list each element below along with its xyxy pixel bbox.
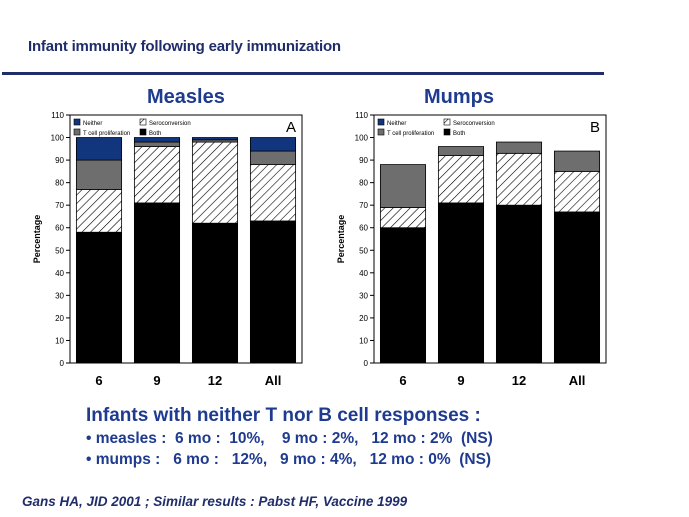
legend-swatch-both [443,128,451,136]
bar-segment-neither-6 [75,137,123,161]
bar-segment-both-6 [379,227,427,364]
bar-segment-both-12 [191,222,239,364]
bar-segment-seroconversion-12 [191,141,239,224]
legend-swatch-both [139,128,147,136]
y-tick-label: 50 [55,246,64,255]
bar-segment-seroconversion-12 [495,152,543,206]
panel-label: A [286,119,296,136]
bar-segment-t-cell-proliferation-12 [495,141,543,154]
x-tick-label: 9 [457,373,464,388]
bar-segment-neither-12 [191,137,239,141]
legend-label-both: Both [453,131,465,137]
bar-segment-both-all [553,211,601,364]
bar-segment-both-all [249,220,297,364]
x-tick-label: 12 [512,373,526,388]
legend-label-neither: Neither [83,121,102,127]
legend-label-t-cell-proliferation: T cell proliferation [83,131,130,137]
y-axis-label: Percentage [336,215,346,264]
bar-segment-seroconversion-9 [437,155,485,204]
bar-segment-t-cell-proliferation-6 [379,164,427,208]
bar-segment-seroconversion-6 [75,189,123,233]
y-tick-label: 100 [355,134,369,143]
y-tick-label: 110 [51,111,64,120]
title-underline [2,72,604,75]
summary-line-mumps: • mumps : 6 mo : 12%, 9 mo : 4%, 12 mo :… [86,451,492,468]
legend-label-neither: Neither [387,121,406,127]
panel-label: B [590,119,600,136]
y-tick-label: 30 [359,291,368,300]
x-tick-label: All [569,373,586,388]
bar-segment-t-cell-proliferation-all [553,150,601,172]
bar-segment-t-cell-proliferation-9 [437,146,485,156]
y-tick-label: 80 [55,179,64,188]
slide-title: Infant immunity following early immuniza… [28,38,341,55]
mumps-bar-chart: 0 10 20 30 40 50 60 70 80 90 100 110 Percentage B Neit… [336,111,607,388]
bar-segment-t-cell-proliferation-6 [75,159,123,190]
measles-chart-heading: Measles [147,86,225,108]
legend-swatch-neither [73,118,81,126]
summary-block: Infants with neither T nor B cell respon… [86,404,493,470]
mumps-chart-heading: Mumps [424,86,494,108]
y-tick-label: 70 [359,201,368,210]
x-tick-label: 6 [95,373,102,388]
y-tick-label: 90 [55,156,64,165]
legend-label-seroconversion: Seroconversion [149,121,191,127]
legend-label-t-cell-proliferation: T cell proliferation [387,131,434,137]
measles-bar-chart: 0 10 20 30 40 50 60 70 80 90 100 110 Percentage A Neit… [32,111,303,388]
y-tick-label: 40 [55,269,64,278]
bar-segment-seroconversion-all [553,170,601,213]
y-tick-label: 60 [359,224,368,233]
legend-swatch-t-cell-proliferation [73,128,81,136]
y-tick-label: 10 [55,336,64,345]
bar-segment-both-6 [75,231,123,364]
y-tick-label: 30 [55,291,64,300]
bar-segment-both-9 [437,202,485,364]
legend-label-seroconversion: Seroconversion [453,121,495,127]
y-tick-label: 20 [55,314,64,323]
citation: Gans HA, JID 2001 ; Similar results : Pa… [22,494,408,509]
legend-swatch-neither [377,118,385,126]
y-tick-label: 100 [51,134,65,143]
y-tick-label: 110 [355,111,368,120]
bar-segment-seroconversion-6 [379,207,427,229]
y-tick-label: 50 [359,246,368,255]
summary-heading: Infants with neither T nor B cell respon… [86,405,481,426]
summary-line-measles: • measles : 6 mo : 10%, 9 mo : 2%, 12 mo… [86,430,493,447]
bar-segment-seroconversion-9 [133,146,181,204]
bar-segment-t-cell-proliferation-9 [133,141,181,147]
legend-label-both: Both [149,131,161,137]
y-tick-label: 90 [359,156,368,165]
y-tick-label: 0 [60,359,65,368]
y-tick-label: 70 [55,201,64,210]
y-tick-label: 0 [364,359,369,368]
legend-swatch-t-cell-proliferation [377,128,385,136]
y-tick-label: 10 [359,336,368,345]
bar-segment-neither-all [249,137,297,152]
x-tick-label: 6 [399,373,406,388]
y-tick-label: 80 [359,179,368,188]
y-tick-label: 60 [55,224,64,233]
bar-segment-both-12 [495,204,543,364]
bar-segment-neither-9 [133,137,181,143]
y-tick-label: 20 [359,314,368,323]
x-tick-label: All [265,373,282,388]
y-axis-label: Percentage [32,215,42,264]
y-tick-label: 40 [359,269,368,278]
legend-swatch-seroconversion [139,118,147,126]
plot-frame [69,114,303,364]
bar-segment-seroconversion-all [249,164,297,222]
legend-swatch-seroconversion [443,118,451,126]
plot-frame [373,114,607,364]
bar-segment-t-cell-proliferation-all [249,150,297,165]
bar-segment-both-9 [133,202,181,364]
x-tick-label: 12 [208,373,222,388]
x-tick-label: 9 [153,373,160,388]
